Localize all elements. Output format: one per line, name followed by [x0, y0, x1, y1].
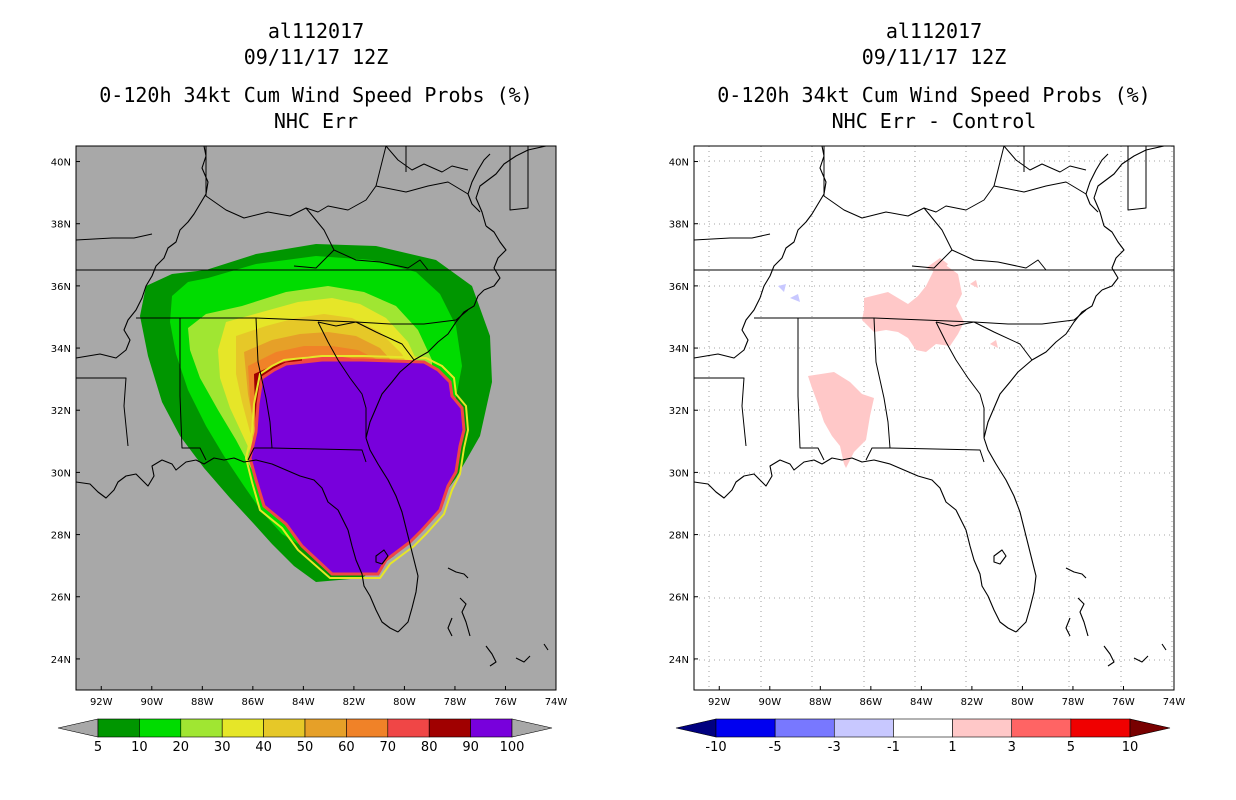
- right-colorbar-label: -1: [887, 740, 900, 755]
- left-lat-label: 26N: [51, 593, 71, 604]
- right-colorbar-label: -10: [705, 740, 726, 755]
- right-colorbar-segment: [952, 718, 1013, 738]
- right-lon-label: 84W: [910, 697, 933, 708]
- right-lat-label: 38N: [669, 220, 689, 231]
- right-lon-label: 76W: [1112, 697, 1135, 708]
- left-colorbar-segment: [470, 718, 513, 738]
- right-lon-label: 86W: [860, 697, 883, 708]
- left-map: [75, 145, 557, 691]
- left-colorbar-label: 30: [214, 740, 231, 755]
- right-colorbar-segment: [893, 718, 953, 738]
- left-lon-label: 92W: [90, 697, 113, 708]
- left-lon-label: 74W: [545, 697, 568, 708]
- left-title-block: al112017 09/11/17 12Z 0-120h 34kt Cum Wi…: [76, 18, 556, 134]
- left-lat-label: 32N: [51, 406, 71, 417]
- right-lon-label: 74W: [1163, 697, 1186, 708]
- left-lon-label: 78W: [444, 697, 467, 708]
- left-lon-label: 86W: [242, 697, 265, 708]
- left-lon-label: 90W: [140, 697, 163, 708]
- left-product-title: 0-120h 34kt Cum Wind Speed Probs (%): [99, 83, 533, 107]
- right-lon-label: 80W: [1011, 697, 1034, 708]
- left-colorbar-label: 5: [94, 740, 102, 755]
- left-colorbar-segment: [428, 718, 471, 738]
- left-lat-label: 40N: [51, 158, 71, 169]
- right-colorbar-label: 5: [1067, 740, 1075, 755]
- right-colorbar-label: -5: [769, 740, 782, 755]
- left-colorbar-label: 10: [131, 740, 148, 755]
- left-colorbar-label: 40: [255, 740, 272, 755]
- left-subtitle: NHC Err: [273, 109, 359, 133]
- right-lat-label: 28N: [669, 531, 689, 542]
- left-date: 09/11/17 12Z: [243, 45, 389, 69]
- left-lat-label: 36N: [51, 282, 71, 293]
- right-lat-label: 40N: [669, 158, 689, 169]
- left-colorbar-label: 20: [173, 740, 190, 755]
- right-colorbar-label: 1: [948, 740, 956, 755]
- right-colorbar-label: 10: [1122, 740, 1139, 755]
- left-lon-label: 80W: [393, 697, 416, 708]
- right-lon-label: 82W: [961, 697, 984, 708]
- right-lat-label: 24N: [669, 655, 689, 666]
- left-colorbar-segment: [139, 718, 182, 738]
- left-axis-labels: 40N 38N 36N 34N 32N 30N 28N 26N 24N 92W 90W 88W 86W 8…: [51, 158, 568, 708]
- right-colorbar-segment: [774, 718, 835, 738]
- left-colorbar-segment: [221, 718, 264, 738]
- right-colorbar-segment: [1070, 718, 1131, 738]
- left-lat-label: 28N: [51, 531, 71, 542]
- right-lon-label: 92W: [708, 697, 731, 708]
- left-lat-label: 38N: [51, 220, 71, 231]
- right-colorbar-segment: [1011, 718, 1072, 738]
- left-lon-label: 84W: [292, 697, 315, 708]
- left-lon-label: 76W: [494, 697, 517, 708]
- right-lat-label: 30N: [669, 468, 689, 479]
- left-colorbar-segment: [387, 718, 430, 738]
- left-colorbar-label: 50: [297, 740, 314, 755]
- left-lon-label: 82W: [343, 697, 366, 708]
- left-lat-label: 34N: [51, 344, 71, 355]
- right-lon-label: 90W: [758, 697, 781, 708]
- right-lat-label: 26N: [669, 593, 689, 604]
- left-colorbar-label: 80: [421, 740, 438, 755]
- left-colorbar-label: 90: [462, 740, 479, 755]
- right-subtitle: NHC Err - Control: [831, 109, 1037, 133]
- right-colorbar-label: 3: [1008, 740, 1016, 755]
- left-colorbar-label: 70: [380, 740, 397, 755]
- left-colorbar-segment: [346, 718, 389, 738]
- right-colorbar: -10 -5 -3 -1 1 3 5 10: [675, 718, 1171, 755]
- right-storm-id: al112017: [885, 19, 983, 43]
- left-colorbar: 5 10 20 30 40 50 60 70 80 90 100: [57, 718, 553, 755]
- left-lon-label: 88W: [191, 697, 214, 708]
- right-map: [693, 145, 1175, 691]
- right-lat-label: 32N: [669, 406, 689, 417]
- right-colorbar-high-arrow: [1129, 718, 1171, 738]
- left-colorbar-segment: [97, 718, 140, 738]
- right-colorbar-label: -3: [828, 740, 841, 755]
- left-colorbar-low-arrow: [57, 718, 99, 738]
- right-product-title: 0-120h 34kt Cum Wind Speed Probs (%): [717, 83, 1151, 107]
- left-colorbar-label: 100: [500, 740, 525, 755]
- right-lat-label: 36N: [669, 282, 689, 293]
- right-axis-labels: 40N 38N 36N 34N 32N 30N 28N 26N 24N 92W 90W 88W 86W 8…: [669, 158, 1186, 708]
- left-lat-label: 30N: [51, 468, 71, 479]
- left-lat-label: 24N: [51, 655, 71, 666]
- left-colorbar-segment: [180, 718, 223, 738]
- right-colorbar-low-arrow: [675, 718, 717, 738]
- left-colorbar-label: 60: [338, 740, 355, 755]
- right-colorbar-segment: [833, 718, 894, 738]
- left-storm-id: al112017: [267, 19, 365, 43]
- right-colorbar-segment: [715, 718, 776, 738]
- left-colorbar-high-arrow: [511, 718, 553, 738]
- left-colorbar-segment: [263, 718, 306, 738]
- right-title-block: al112017 09/11/17 12Z 0-120h 34kt Cum Wi…: [694, 18, 1174, 134]
- right-lon-label: 78W: [1062, 697, 1085, 708]
- right-date: 09/11/17 12Z: [861, 45, 1007, 69]
- left-colorbar-segment: [304, 718, 347, 738]
- right-lat-label: 34N: [669, 344, 689, 355]
- right-lon-label: 88W: [809, 697, 832, 708]
